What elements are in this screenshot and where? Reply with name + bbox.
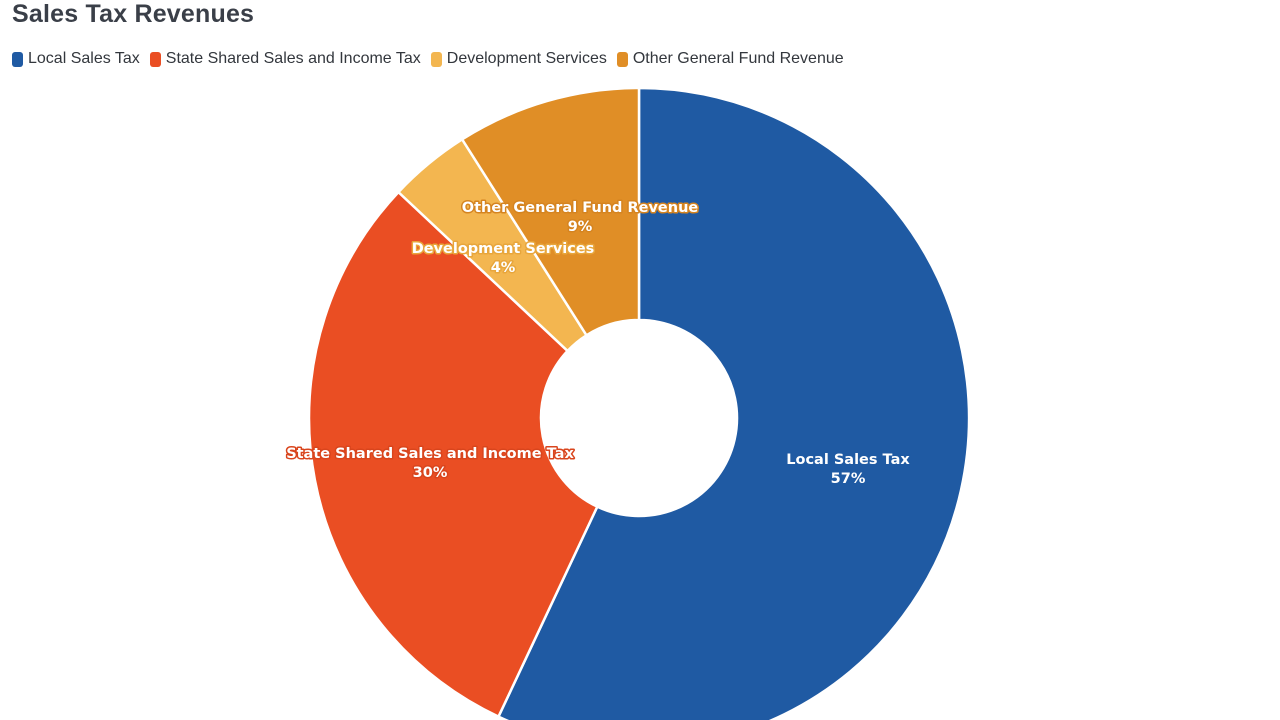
slice-label-other-general-fund: Other General Fund Revenue <box>462 200 699 216</box>
chart-title: Sales Tax Revenues <box>12 0 255 28</box>
legend-item-other-general-fund[interactable]: Other General Fund Revenue <box>616 50 844 68</box>
slice-value-development-services: 4% <box>491 260 516 276</box>
legend-label-other-general-fund: Other General Fund Revenue <box>632 50 844 67</box>
slice-value-state-shared-tax: 30% <box>413 465 448 481</box>
legend-item-state-shared-tax[interactable]: State Shared Sales and Income Tax <box>149 50 421 68</box>
legend-label-state-shared-tax: State Shared Sales and Income Tax <box>165 50 421 67</box>
slice-other-general-fund[interactable] <box>460 86 641 337</box>
slice-state-shared-tax[interactable] <box>307 190 599 719</box>
slice-local-sales-tax[interactable] <box>496 86 971 720</box>
legend-swatch-local-sales-tax <box>12 51 23 67</box>
legend-swatch-other-general-fund <box>616 51 628 67</box>
slice-label-development-services: Development Services <box>412 241 595 257</box>
slice-value-other-general-fund: 9% <box>568 219 593 235</box>
chart-legend: Local Sales Tax State Shared Sales and I… <box>12 50 844 68</box>
legend-swatch-state-shared-tax <box>149 51 161 67</box>
donut-slices <box>307 86 971 720</box>
slice-label-state-shared-tax: State Shared Sales and Income Tax <box>286 446 574 462</box>
slice-value-local-sales-tax: 57% <box>831 471 866 487</box>
legend-label-development-services: Development Services <box>446 50 607 67</box>
legend-item-development-services[interactable]: Development Services <box>430 50 607 68</box>
legend-swatch-development-services <box>430 51 442 67</box>
legend-label-local-sales-tax: Local Sales Tax <box>28 50 140 67</box>
legend-item-local-sales-tax[interactable]: Local Sales Tax <box>12 50 140 68</box>
slice-label-local-sales-tax: Local Sales Tax <box>786 452 910 468</box>
slice-labels: Local Sales Tax 57% State Shared Sales and… <box>285 199 912 489</box>
